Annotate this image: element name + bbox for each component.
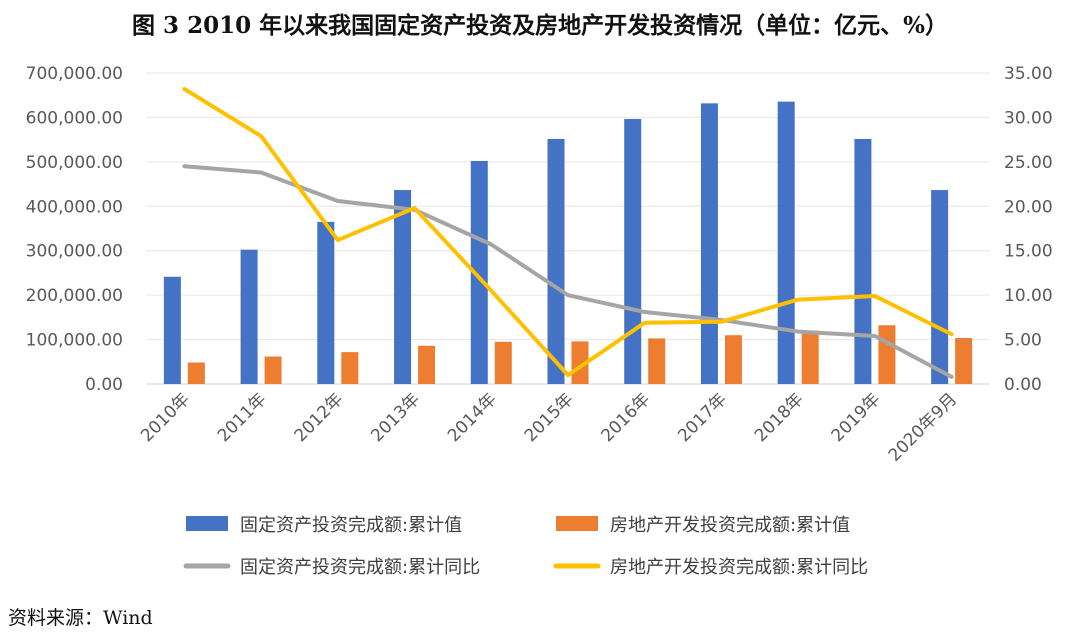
left-axis-tick-label: 500,000.00 (26, 153, 123, 173)
bar-series (163, 101, 973, 384)
right-axis-ticks: 0.00 5.00 10.00 15.00 20.00 25.00 30.00 35.00 (1004, 64, 1053, 395)
fixed-asset-investment-bar (854, 138, 872, 384)
right-axis-tick-label: 35.00 (1004, 64, 1053, 84)
x-axis-tick-label: 2014年 (444, 389, 501, 446)
right-axis-tick-label: 0.00 (1004, 375, 1042, 395)
real-estate-investment-bar (955, 338, 973, 384)
real-estate-investment-bar (801, 330, 819, 384)
real-estate-investment-bar (648, 338, 666, 384)
fixed-asset-investment-bar (470, 160, 488, 384)
legend-swatch (556, 516, 598, 531)
real-estate-investment-bar (187, 362, 205, 384)
legend-label: 固定资产投资完成额:累计同比 (240, 557, 480, 578)
fixed-asset-investment-bar (163, 276, 181, 384)
fixed-asset-investment-bar (777, 101, 795, 384)
fixed-asset-investment-bar (700, 103, 718, 384)
right-axis-tick-label: 30.00 (1004, 108, 1053, 128)
fixed-asset-investment-bar (317, 221, 335, 384)
x-axis-tick-label: 2011年 (214, 389, 271, 446)
x-axis-tick-label: 2010年 (137, 389, 194, 446)
x-axis-tick-label: 2015年 (521, 389, 578, 446)
fixed-asset-investment-bar (547, 138, 565, 384)
right-axis-tick-label: 25.00 (1004, 153, 1053, 173)
source-note: 资料来源：Wind (8, 607, 153, 629)
fixed-asset-investment-bar (394, 190, 412, 384)
x-axis-tick-label: 2020年9月 (885, 389, 961, 465)
legend-swatch (186, 516, 228, 531)
x-axis-ticks: 2010年 2011年 2012年 2013年 2014年 2015年 2016年 2017年… (137, 389, 961, 465)
fixed-asset-yoy-line (182, 164, 954, 379)
real-estate-investment-bar (724, 335, 742, 384)
left-axis-tick-label: 100,000.00 (26, 331, 123, 351)
right-axis-tick-label: 15.00 (1004, 242, 1053, 262)
x-axis-tick-label: 2018年 (751, 389, 808, 446)
left-axis-tick-label: 200,000.00 (26, 286, 123, 306)
real-estate-investment-bar (571, 341, 589, 384)
legend-label: 固定资产投资完成额:累计值 (240, 515, 462, 536)
real-estate-investment-bar (878, 325, 896, 384)
fixed-asset-investment-bar (931, 190, 949, 384)
line-series (182, 86, 954, 379)
legend-label: 房地产开发投资完成额:累计同比 (610, 557, 868, 578)
real-estate-yoy-line (182, 86, 954, 378)
x-axis-tick-label: 2017年 (674, 389, 731, 446)
real-estate-investment-bar (341, 352, 359, 384)
right-axis-tick-label: 20.00 (1004, 197, 1053, 217)
chart-title: 图 3 2010 年以来我国固定资产投资及房地产开发投资情况（单位：亿元、%） (132, 12, 948, 39)
real-estate-investment-bar (418, 345, 436, 384)
left-axis-ticks: 0.00 100,000.00 200,000.00 300,000.00 400,00… (26, 64, 123, 395)
chart-legend: 固定资产投资完成额:累计值 房地产开发投资完成额:累计值固定资产投资完成额:累计同… (183, 515, 868, 578)
left-axis-tick-label: 300,000.00 (26, 242, 123, 262)
right-axis-tick-label: 10.00 (1004, 286, 1053, 306)
left-axis-tick-label: 0.00 (85, 375, 123, 395)
real-estate-investment-bar (264, 356, 282, 384)
x-axis-tick-label: 2019年 (828, 389, 885, 446)
left-axis-tick-label: 400,000.00 (26, 197, 123, 217)
x-axis-tick-label: 2013年 (367, 389, 424, 446)
legend-label: 房地产开发投资完成额:累计值 (610, 515, 850, 536)
x-axis-tick-label: 2016年 (598, 389, 655, 446)
x-axis-tick-label: 2012年 (291, 389, 348, 446)
right-axis-tick-label: 5.00 (1004, 331, 1042, 351)
real-estate-investment-bar (494, 341, 512, 384)
fixed-asset-investment-bar (240, 249, 258, 384)
left-axis-tick-label: 600,000.00 (26, 108, 123, 128)
left-axis-tick-label: 700,000.00 (26, 64, 123, 84)
fixed-asset-investment-bar (624, 118, 642, 384)
